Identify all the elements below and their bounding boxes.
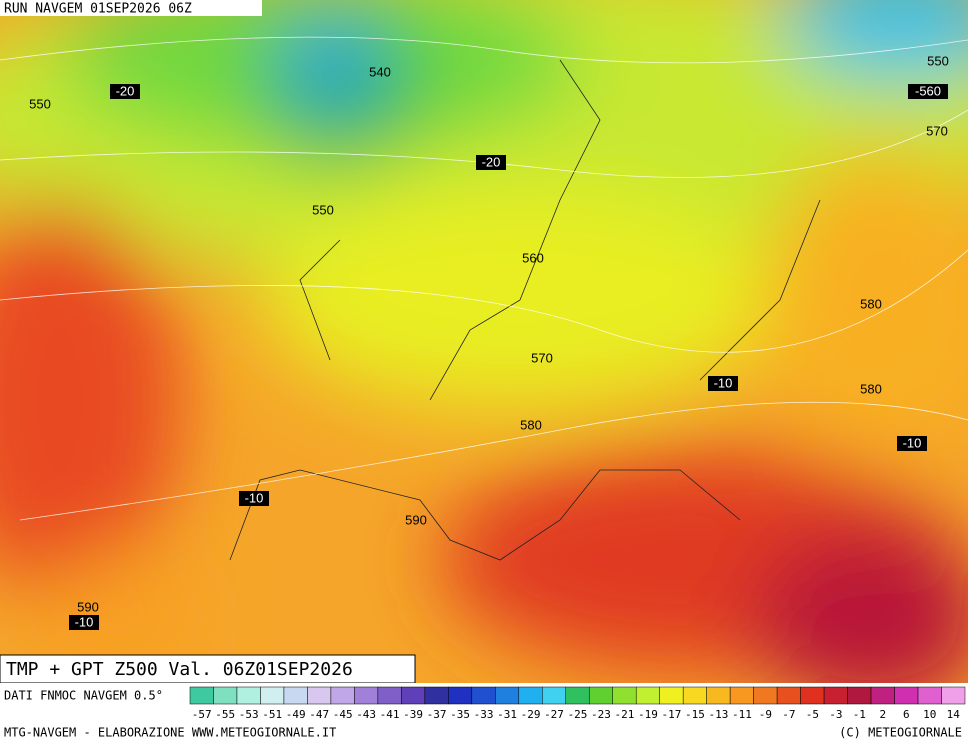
- colorbar-cell: [236, 686, 261, 705]
- contour-label: 590: [77, 599, 99, 614]
- colorbar-tick-label: -55: [215, 708, 235, 721]
- contour-label: 570: [531, 350, 553, 365]
- colorbar-tick-label: -1: [853, 708, 866, 721]
- run-label: RUN NAVGEM 01SEP2026 06Z: [4, 2, 192, 17]
- colorbar-tick-label: -47: [309, 708, 329, 721]
- colorbar-cell: [213, 686, 238, 705]
- colorbar-tick-label: -7: [782, 708, 795, 721]
- header-box: [0, 0, 262, 16]
- colorbar-cell: [330, 686, 355, 705]
- colorbar-tick-label: -45: [333, 708, 353, 721]
- contour-label: 550: [29, 96, 51, 111]
- colorbar-cell: [800, 686, 825, 705]
- colorbar-cell: [542, 686, 567, 705]
- contour-label: 550: [927, 53, 949, 68]
- colorbar-cell: [776, 686, 801, 705]
- colorbar-cell: [847, 686, 872, 705]
- colorbar-tick-label: -11: [732, 708, 752, 721]
- colorbar-tick-label: -35: [450, 708, 470, 721]
- temperature-label: -10: [714, 375, 733, 390]
- colorbar-cell: [706, 686, 731, 705]
- contour-label: 570: [926, 123, 948, 138]
- colorbar-tick-label: -15: [685, 708, 705, 721]
- colorbar-cell: [565, 686, 590, 705]
- colorbar-cell: [518, 686, 543, 705]
- colorbar-cell: [401, 686, 426, 705]
- colorbar-tick-label: -9: [759, 708, 772, 721]
- colorbar-cell: [659, 686, 684, 705]
- colorbar-tick-label: -51: [262, 708, 282, 721]
- contour-label: 590: [405, 512, 427, 527]
- contour-label: 580: [860, 381, 882, 396]
- temperature-label: -20: [116, 83, 135, 98]
- temperature-label: -560: [915, 83, 941, 98]
- colorbar-cell: [377, 686, 402, 705]
- colorbar-cell: [635, 686, 660, 705]
- colorbar-tick-label: -13: [708, 708, 728, 721]
- colorbar-tick-label: -41: [380, 708, 400, 721]
- colorbar-tick-label: -5: [806, 708, 819, 721]
- colorbar-tick-label: -39: [403, 708, 423, 721]
- colorbar-tick-label: -49: [286, 708, 306, 721]
- contour-label: 540: [369, 64, 391, 79]
- temperature-label: -20: [482, 154, 501, 169]
- colorbar-cell: [588, 686, 613, 705]
- colorbar-cell: [448, 686, 473, 705]
- contour-label: 580: [520, 417, 542, 432]
- colorbar-cell: [894, 686, 919, 705]
- colorbar-cell: [612, 686, 637, 705]
- contour-label: 550: [312, 202, 334, 217]
- colorbar-tick-label: 10: [923, 708, 936, 721]
- colorbar: -57 -55 -53 -51 -49 -47 -45 -43 -41 -39 -37 -35 -33-…: [189, 686, 966, 721]
- colorbar-cell: [823, 686, 848, 705]
- colorbar-tick-label: -29: [521, 708, 541, 721]
- colorbar-tick-label: -17: [662, 708, 682, 721]
- colorbar-cell: [471, 686, 496, 705]
- colorbar-cell: [283, 686, 308, 705]
- colorbar-tick-label: -25: [568, 708, 588, 721]
- colorbar-tick-label: -27: [544, 708, 564, 721]
- colorbar-tick-label: -43: [356, 708, 376, 721]
- colorbar-cell: [260, 686, 285, 705]
- colorbar-cell: [495, 686, 520, 705]
- contour-label: 560: [522, 250, 544, 265]
- colorbar-cell: [307, 686, 332, 705]
- contour-label: 580: [860, 296, 882, 311]
- colorbar-tick-label: 14: [947, 708, 961, 721]
- colorbar-tick-label: -37: [427, 708, 447, 721]
- temperature-labels: -20 -20 -10 -10 -10 -10 -560: [69, 83, 948, 630]
- colorbar-cell: [729, 686, 754, 705]
- temperature-label: -10: [903, 435, 922, 450]
- colorbar-tick-label: -31: [497, 708, 517, 721]
- colorbar-cell: [753, 686, 778, 705]
- copyright-label: (C) METEOGIORNALE: [839, 726, 962, 740]
- colorbar-tick-label: -23: [591, 708, 611, 721]
- map-title: TMP + GPT Z500 Val. 06Z01SEP2026: [6, 659, 353, 680]
- credit-label: MTG-NAVGEM - ELABORAZIONE WWW.METEOGIORN…: [4, 726, 336, 740]
- temperature-label: -10: [75, 614, 94, 629]
- colorbar-cell: [189, 686, 214, 705]
- title-box: [0, 654, 416, 684]
- colorbar-tick-label: -53: [239, 708, 259, 721]
- colorbar-tick-label: -57: [192, 708, 212, 721]
- colorbar-cell: [682, 686, 707, 705]
- colorbar-tick-label: -19: [638, 708, 658, 721]
- colorbar-tick-label: -33: [474, 708, 494, 721]
- colorbar-cell: [354, 686, 379, 705]
- colorbar-tick-label: -21: [615, 708, 635, 721]
- colorbar-cell: [424, 686, 449, 705]
- map-background: [0, 0, 968, 710]
- colorbar-cell: [870, 686, 895, 705]
- colorbar-cell: [917, 686, 942, 705]
- contour-labels: 540 550 550 560 570 580 580 580 590 590 …: [29, 53, 949, 614]
- temperature-label: -10: [245, 490, 264, 505]
- colorbar-tick-label: 6: [903, 708, 910, 721]
- colorbar-tick-label: 2: [879, 708, 886, 721]
- source-label: DATI FNMOC NAVGEM 0.5°: [4, 689, 163, 703]
- colorbar-cell: [941, 686, 966, 705]
- colorbar-tick-label: -3: [829, 708, 842, 721]
